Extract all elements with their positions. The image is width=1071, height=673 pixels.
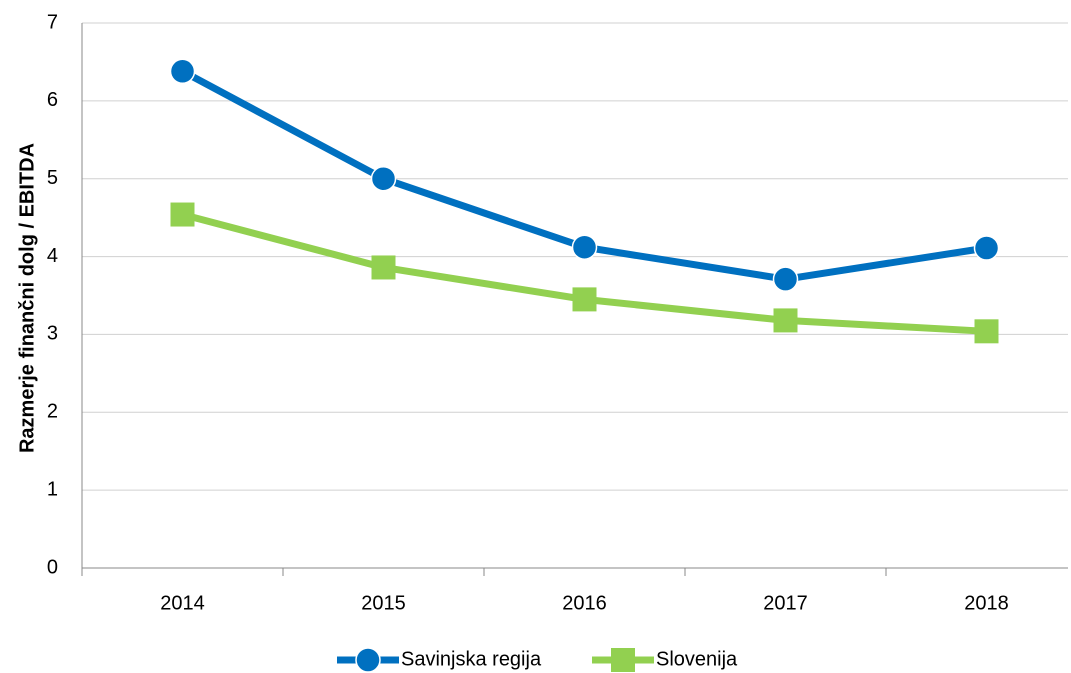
point — [170, 202, 195, 227]
y-tick-label: 3 — [47, 323, 58, 345]
point — [370, 165, 397, 192]
y-tick-label: 7 — [47, 11, 58, 33]
x-tick-label: 2014 — [160, 592, 205, 614]
point — [169, 58, 196, 85]
y-tick-label: 5 — [47, 167, 58, 189]
point — [572, 287, 597, 312]
point — [773, 308, 798, 333]
y-tick-label: 1 — [47, 478, 58, 500]
series-line — [181, 211, 987, 335]
y-tick-label: 6 — [47, 89, 58, 111]
legend-label: Slovenija — [656, 648, 738, 670]
x-tick-label: 2018 — [964, 592, 1009, 614]
legend-label: Savinjska regija — [401, 648, 542, 670]
y-tick-label: 2 — [47, 401, 58, 423]
x-tick-label: 2016 — [562, 592, 607, 614]
point — [371, 255, 396, 280]
y-axis-label: Razmerje finančni dolg / EBITDA — [16, 143, 38, 453]
x-tick-label: 2015 — [361, 592, 406, 614]
point — [974, 319, 999, 344]
y-tick-label: 0 — [47, 556, 58, 578]
point — [355, 647, 381, 673]
point — [571, 234, 598, 260]
point — [973, 235, 1000, 261]
point — [611, 648, 635, 672]
y-tick-label: 4 — [47, 245, 58, 267]
x-tick-label: 2017 — [763, 592, 808, 614]
point — [772, 266, 799, 292]
